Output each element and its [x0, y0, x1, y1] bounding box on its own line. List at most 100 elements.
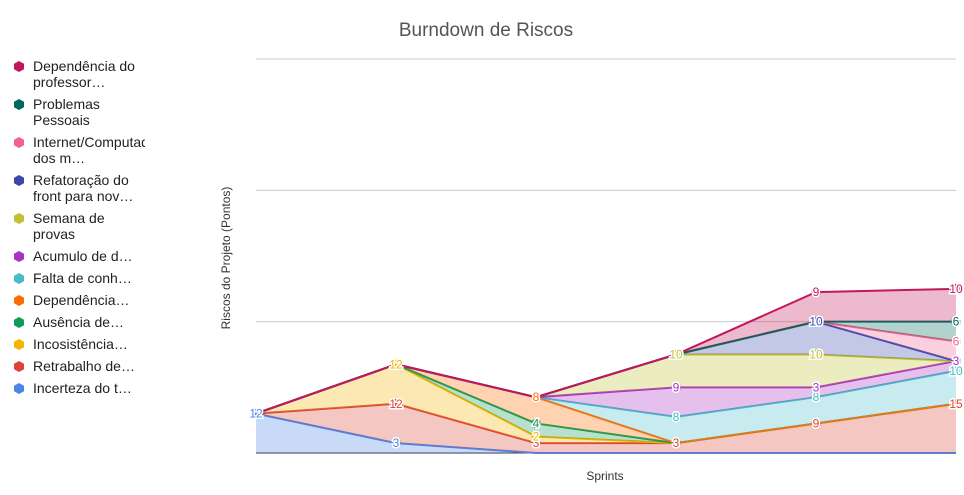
legend-marker-icon	[14, 339, 24, 350]
data-label: 8	[813, 390, 820, 404]
legend-marker-icon	[14, 295, 24, 306]
data-point	[671, 438, 681, 449]
data-markers	[251, 283, 961, 449]
x-axis-label: Sprints	[586, 469, 623, 483]
data-label: 3	[673, 436, 680, 450]
legend-item[interactable]: Falta de conh…	[14, 270, 154, 286]
legend-item[interactable]: Incerteza do t…	[14, 380, 154, 396]
data-label: 9	[813, 285, 820, 299]
data-label: 3	[393, 436, 400, 450]
legend-item[interactable]: Acumulo de d…	[14, 248, 154, 264]
data-point	[811, 392, 821, 403]
data-point	[251, 408, 261, 419]
series-line	[255, 287, 957, 415]
legend-item[interactable]: Retrabalho de…	[14, 358, 154, 374]
area-fill	[256, 364, 956, 444]
data-label: 12	[389, 397, 403, 411]
legend: Dependência do professor… Problemas Pesso…	[14, 58, 154, 402]
legend-item[interactable]: Internet/Computador dos m…	[14, 134, 154, 166]
data-label: 4	[533, 416, 540, 430]
legend-label: Retrabalho de…	[33, 358, 135, 374]
area-fill	[256, 413, 956, 453]
legend-label: Internet/Computador dos m…	[33, 134, 145, 166]
area-fill	[256, 403, 956, 453]
data-point	[811, 349, 821, 360]
data-label: 10	[949, 364, 963, 378]
data-point	[531, 431, 541, 442]
data-label: 6	[953, 334, 960, 348]
series-line	[255, 412, 956, 454]
legend-label: Dependência…	[33, 292, 130, 308]
data-point	[951, 283, 961, 294]
legend-label: Incosistência…	[33, 336, 128, 352]
area-series	[255, 287, 957, 454]
legend-marker-icon	[14, 361, 24, 372]
data-point	[951, 365, 961, 376]
data-label: 10	[669, 348, 683, 362]
area-fill	[256, 288, 956, 414]
data-point	[951, 336, 961, 347]
legend-item[interactable]: Semana de provas	[14, 210, 154, 242]
data-label: 15	[949, 397, 963, 411]
data-point	[671, 382, 681, 393]
data-label: 3	[953, 354, 960, 368]
area-fill	[256, 321, 956, 414]
chart-title: Burndown de Riscos	[399, 20, 573, 41]
data-point	[951, 398, 961, 409]
data-label: 9	[673, 380, 680, 394]
data-point	[531, 438, 541, 449]
legend-marker-icon	[14, 175, 24, 186]
data-label: 10	[809, 315, 823, 329]
data-label: 8	[673, 410, 680, 424]
legend-marker-icon	[14, 99, 24, 110]
legend-marker-icon	[14, 317, 24, 328]
data-point	[391, 398, 401, 409]
data-point	[811, 287, 821, 298]
data-point	[671, 349, 681, 360]
data-point	[391, 438, 401, 449]
data-point	[951, 316, 961, 327]
legend-item[interactable]: Dependência do professor…	[14, 58, 154, 90]
data-point	[531, 418, 541, 429]
data-label: 3	[813, 380, 820, 394]
legend-marker-icon	[14, 61, 24, 72]
area-fill	[256, 321, 956, 414]
legend-label: Incerteza do t…	[33, 380, 132, 396]
legend-marker-icon	[14, 137, 24, 148]
legend-label: Ausência de…	[33, 314, 125, 330]
data-point	[811, 418, 821, 429]
data-label: 10	[949, 282, 963, 296]
area-fill	[256, 354, 956, 414]
legend-label: Refatoração do front para nov…	[33, 172, 134, 204]
data-point	[811, 382, 821, 393]
data-label: 2	[533, 430, 540, 444]
legend-label: Problemas Pessoais	[33, 96, 100, 128]
legend-label: Dependência do professor…	[33, 58, 135, 90]
legend-marker-icon	[14, 383, 24, 394]
legend-marker-icon	[14, 251, 24, 262]
legend-item[interactable]: Ausência de…	[14, 314, 154, 330]
data-label: 9	[813, 416, 820, 430]
data-point	[391, 359, 401, 370]
data-point	[531, 392, 541, 403]
legend-label: Falta de conh…	[33, 270, 132, 286]
area-fill	[256, 364, 956, 444]
legend-label: Semana de provas	[33, 210, 105, 242]
legend-item[interactable]: Incosistência…	[14, 336, 154, 352]
data-label: 12	[389, 357, 403, 371]
legend-marker-icon	[14, 213, 24, 224]
y-axis-label: Riscos do Projeto (Pontos)	[219, 187, 233, 330]
legend-item[interactable]: Dependência…	[14, 292, 154, 308]
data-point	[671, 411, 681, 422]
data-label: 8	[533, 390, 540, 404]
data-point	[811, 316, 821, 327]
legend-item[interactable]: Problemas Pessoais	[14, 96, 154, 128]
data-point	[951, 356, 961, 367]
area-fill	[256, 364, 956, 444]
legend-label: Acumulo de d…	[33, 248, 133, 264]
legend-item[interactable]: Refatoração do front para nov…	[14, 172, 154, 204]
data-label: 10	[809, 348, 823, 362]
data-label: 12	[249, 407, 263, 421]
